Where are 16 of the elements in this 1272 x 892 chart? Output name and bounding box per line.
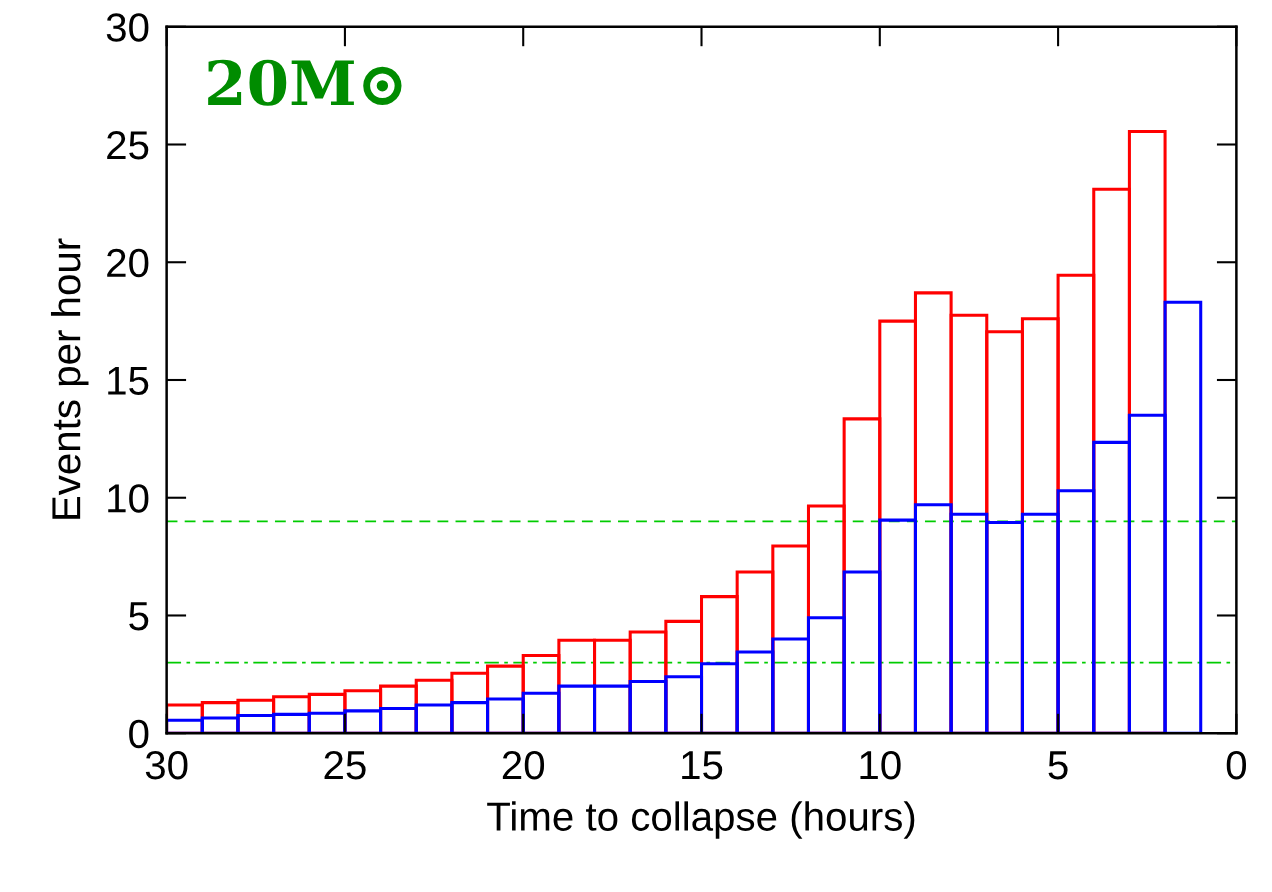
x-tick-label: 15 (682, 751, 723, 780)
y-tick-label: 0 (129, 719, 149, 749)
y-tick-label: 30 (106, 13, 149, 42)
x-tick-label: 0 (1226, 750, 1247, 780)
x-tick-label: 5 (1048, 751, 1068, 780)
y-axis-title: Events per hour (50, 238, 89, 519)
x-tick-label: 10 (860, 750, 901, 780)
x-tick-label: 25 (324, 750, 366, 780)
y-tick-label: 10 (108, 484, 149, 513)
y-tick-label: 5 (129, 602, 149, 631)
annotation: 20M⊙ (208, 59, 402, 106)
x-axis-title: Time to collapse (hours) (487, 801, 915, 839)
x-tick-label: 20 (502, 750, 545, 780)
y-tick-label: 25 (107, 130, 149, 160)
y-tick-label: 15 (108, 366, 149, 395)
y-tick-label: 20 (107, 248, 149, 278)
